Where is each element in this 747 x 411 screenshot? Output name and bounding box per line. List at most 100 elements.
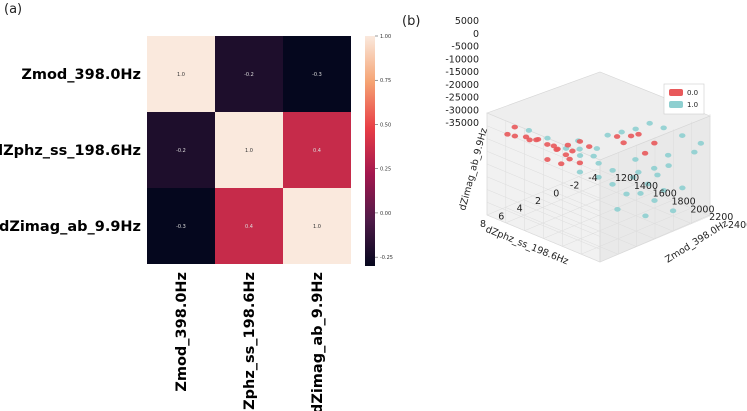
scatter-point xyxy=(627,133,635,139)
gridline xyxy=(541,191,656,240)
legend-label-0: 0.0 xyxy=(687,89,698,97)
scatter-point xyxy=(651,198,658,203)
colorbar-tick-label: 0.00 xyxy=(380,211,391,217)
scatter-point xyxy=(504,131,511,137)
gridline xyxy=(578,176,692,224)
colorbar-tick-label: -0.25 xyxy=(380,255,393,261)
legend-swatch-1 xyxy=(669,101,683,108)
scatter-point xyxy=(654,172,661,178)
scatter-point xyxy=(691,149,698,155)
heatmap-cell-label: 0.4 xyxy=(245,224,253,230)
scatter-point xyxy=(660,187,667,193)
heatmap-cell-label: 1.0 xyxy=(245,148,253,154)
scatter-point xyxy=(641,150,649,156)
heatmap-column-label: dZimag_ab_9.9Hz xyxy=(310,272,326,411)
heatmap-row-label: dZphz_ss_198.6Hz xyxy=(0,143,141,159)
heatmap-cell-label: 1.0 xyxy=(177,72,185,78)
heatmap-cell-label: -0.2 xyxy=(176,148,186,154)
scatter-point xyxy=(562,152,570,158)
heatmap-cell xyxy=(215,188,283,264)
scatter-point xyxy=(613,134,621,139)
heatmap-grid: 1.0 -0.2 -0.3 -0.2 1.0 0.4 -0.3 0.4 1.0 xyxy=(147,36,351,264)
scatter-point xyxy=(623,191,630,197)
heatmap-cell-label: -0.3 xyxy=(176,224,186,230)
scatter-point xyxy=(586,144,593,150)
legend-box xyxy=(663,83,705,115)
scatter-point xyxy=(576,153,584,158)
gridline xyxy=(523,199,637,247)
scatter-point xyxy=(618,129,625,135)
panel-a-label: (a) xyxy=(4,2,22,17)
x-tick-label: 2200 xyxy=(709,212,733,223)
scatter-point xyxy=(595,160,602,166)
colorbar-tick-label: 0.75 xyxy=(380,78,391,84)
scatter-point xyxy=(511,124,518,130)
z-tick-label: -10000 xyxy=(445,54,479,65)
scatter-point xyxy=(511,133,519,139)
colorbar-tick-label: 0.25 xyxy=(380,167,391,173)
scatter-point xyxy=(614,206,621,212)
legend: 0.0 1.0 xyxy=(663,83,705,115)
scatter-point xyxy=(576,146,583,152)
z-tick-label: -25000 xyxy=(445,93,479,104)
z-tick-label: -5000 xyxy=(451,42,479,53)
x-tick-label: 1200 xyxy=(615,173,639,184)
scatter-point xyxy=(642,213,649,219)
scatter-point xyxy=(595,174,602,180)
scatter-point xyxy=(550,143,557,149)
scatter3d-points xyxy=(504,120,705,219)
scatter-point xyxy=(632,126,639,132)
z-tick-label: -30000 xyxy=(445,105,479,116)
scatter-point xyxy=(525,128,533,133)
scatter-point xyxy=(544,135,551,141)
heatmap-cell-label: 0.4 xyxy=(313,148,321,154)
heatmap-cell xyxy=(283,188,351,264)
scatter-point xyxy=(679,133,686,139)
z-tick-label: 5000 xyxy=(455,16,479,27)
heatmap-cell xyxy=(283,36,351,112)
heatmap-row-label: dZimag_ab_9.9Hz xyxy=(0,219,141,235)
colorbar-tick-label: 0.50 xyxy=(380,122,391,128)
scatter-point xyxy=(576,139,584,144)
panel-b-label: (b) xyxy=(402,14,420,29)
heatmap-row-label: Zmod_398.0Hz xyxy=(21,67,141,83)
heatmap-cell xyxy=(147,188,215,264)
scatter-point xyxy=(564,142,572,148)
x-tick-label: 2400 xyxy=(728,220,747,231)
scatter-point xyxy=(637,191,644,196)
scatter-point xyxy=(544,157,551,162)
gridline xyxy=(505,207,619,255)
legend-label-1: 1.0 xyxy=(687,101,698,109)
x-tick-label: 1600 xyxy=(653,189,677,200)
heatmap-cell-label: -0.3 xyxy=(312,72,322,78)
y-tick-label: 4 xyxy=(517,204,523,215)
scatter-point xyxy=(569,148,576,154)
scatter-point xyxy=(665,163,672,169)
heatmap-column-label: Zmod_398.0Hz xyxy=(174,272,190,392)
scatter-point xyxy=(632,157,639,162)
heatmap-cell xyxy=(283,112,351,188)
scatter3d-ticks: 5000 0 -5000-10000 -15000 -20000 -25000-30000… xyxy=(445,16,747,231)
heatmap-column-label: dZphz_ss_198.6Hz xyxy=(242,272,258,411)
legend-swatch-0 xyxy=(669,89,683,96)
scatter-point xyxy=(620,140,627,146)
scatter-point xyxy=(554,146,561,152)
scatter-point xyxy=(604,132,611,138)
gridline xyxy=(486,214,601,263)
scatter-point xyxy=(544,142,551,147)
heatmap-cell-label: -0.2 xyxy=(244,72,254,78)
scatter-point xyxy=(651,165,658,171)
y-tick-label: 0 xyxy=(553,188,559,199)
z-axis-label: dZimag_ab_9.9Hz xyxy=(457,127,490,212)
scatter-point xyxy=(664,152,672,158)
panel-a: (a) 1.0 -0.2 -0.3 -0.2 1.0 0.4 -0.3 0.4 1.0 Zmod… xyxy=(0,2,393,411)
z-tick-label: -15000 xyxy=(445,67,479,78)
scatter-point xyxy=(644,181,652,187)
panel-b: (b) 50000-5000-10000-15000-20000-25000-3… xyxy=(402,14,747,267)
scatter-point xyxy=(526,137,533,143)
heatmap-row-labels: Zmod_398.0Hz dZphz_ss_198.6Hz dZimag_ab_9.… xyxy=(0,67,141,235)
scatter-point xyxy=(593,146,601,151)
heatmap-column-labels: Zmod_398.0Hz dZphz_ss_198.6Hz dZimag_ab_9.… xyxy=(174,272,326,411)
scatter-point xyxy=(609,167,616,173)
